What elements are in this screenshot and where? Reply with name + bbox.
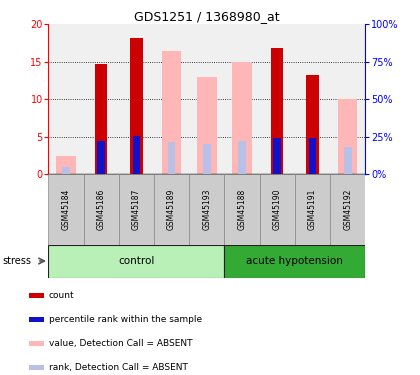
Bar: [197, 77, 217, 174]
Text: percentile rank within the sample: percentile rank within the sample: [49, 315, 202, 324]
Bar: [62, 167, 70, 174]
Bar: [238, 141, 246, 174]
Text: GSM45190: GSM45190: [273, 189, 282, 230]
Text: GSM45189: GSM45189: [167, 189, 176, 230]
Bar: [189, 174, 224, 244]
Text: GSM45191: GSM45191: [308, 189, 317, 230]
Bar: [97, 141, 105, 174]
Bar: [309, 138, 316, 174]
Bar: [168, 142, 176, 174]
Text: acute hypotension: acute hypotension: [247, 256, 344, 266]
Text: stress: stress: [2, 256, 31, 266]
Bar: [29, 365, 44, 370]
Bar: [29, 341, 44, 346]
Bar: [306, 75, 319, 174]
Text: GSM45188: GSM45188: [238, 189, 247, 230]
Bar: [338, 99, 357, 174]
Bar: [29, 317, 44, 322]
Bar: [48, 174, 84, 244]
Text: GSM45184: GSM45184: [61, 189, 71, 230]
Bar: [203, 144, 211, 174]
Bar: [224, 174, 260, 244]
Bar: [130, 38, 142, 174]
Bar: [154, 174, 189, 244]
Bar: [95, 64, 108, 174]
Text: GSM45193: GSM45193: [202, 189, 211, 230]
Bar: [84, 174, 119, 244]
Title: GDS1251 / 1368980_at: GDS1251 / 1368980_at: [134, 10, 280, 23]
Bar: [344, 147, 352, 174]
Bar: [260, 174, 295, 244]
Text: rank, Detection Call = ABSENT: rank, Detection Call = ABSENT: [49, 363, 187, 372]
Bar: [232, 62, 252, 174]
Text: value, Detection Call = ABSENT: value, Detection Call = ABSENT: [49, 339, 192, 348]
Text: GSM45186: GSM45186: [97, 189, 106, 230]
Text: GSM45192: GSM45192: [343, 189, 352, 230]
Bar: [224, 244, 365, 278]
Bar: [56, 156, 76, 174]
Bar: [330, 174, 365, 244]
Bar: [162, 51, 181, 174]
Text: control: control: [118, 256, 155, 266]
Text: GSM45187: GSM45187: [132, 189, 141, 230]
Bar: [271, 48, 284, 174]
Bar: [119, 174, 154, 244]
Bar: [273, 138, 281, 174]
Bar: [48, 244, 224, 278]
Bar: [29, 293, 44, 298]
Bar: [295, 174, 330, 244]
Text: count: count: [49, 291, 74, 300]
Bar: [132, 136, 140, 174]
